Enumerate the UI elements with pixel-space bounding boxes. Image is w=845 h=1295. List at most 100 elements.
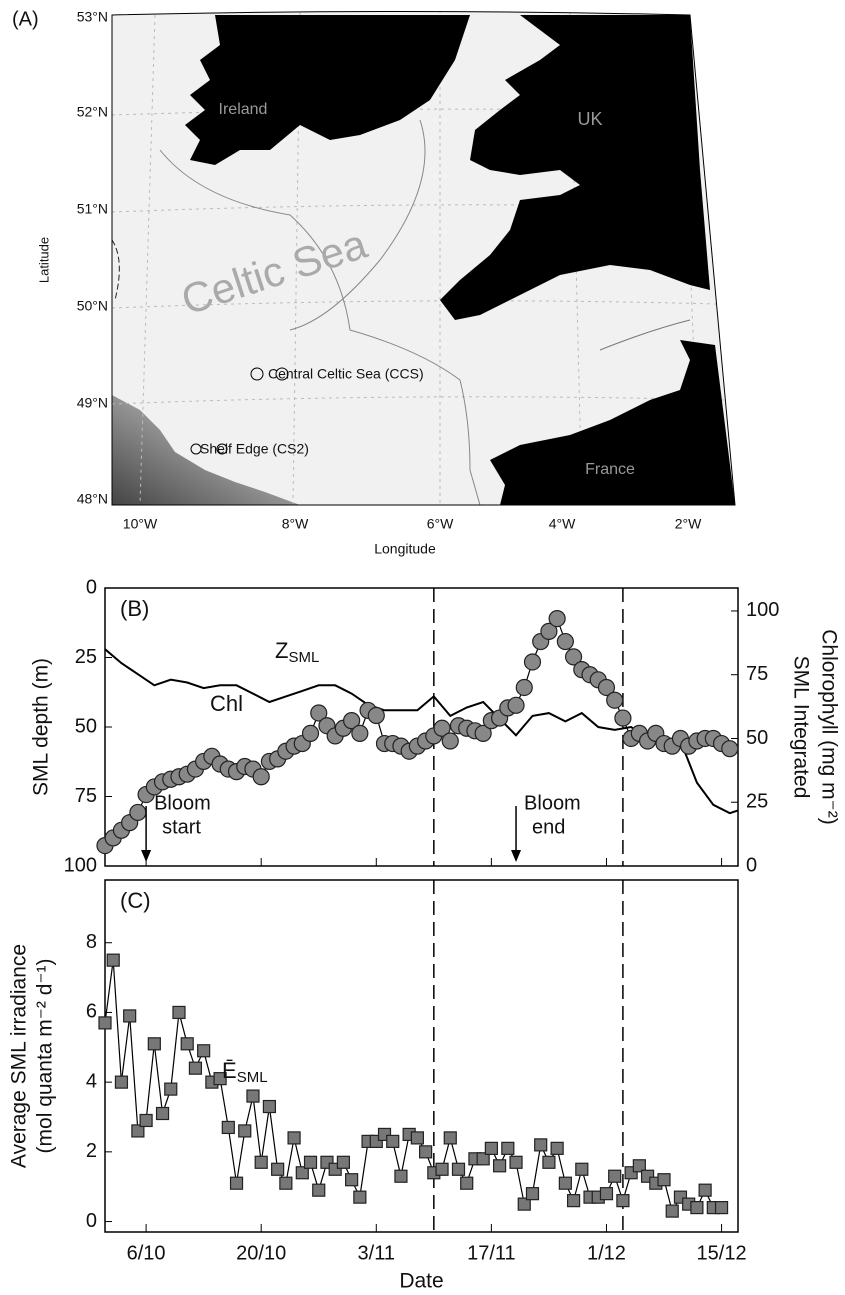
data-point xyxy=(599,1187,614,1201)
y-tick-label: 0 xyxy=(86,576,97,598)
series-name: Chl xyxy=(210,691,243,716)
data-point xyxy=(484,1141,498,1155)
data-point xyxy=(287,1131,301,1145)
data-point xyxy=(123,1009,137,1023)
y2-tick-label: 25 xyxy=(746,791,768,813)
data-point xyxy=(351,724,369,742)
data-point xyxy=(301,724,320,742)
data-point xyxy=(534,1138,548,1152)
data-point xyxy=(345,1173,359,1187)
y-tick-label: 0 xyxy=(86,1210,97,1232)
contour xyxy=(599,319,691,351)
data-point xyxy=(525,1187,540,1201)
annotation-arrowhead xyxy=(141,850,152,862)
data-point xyxy=(131,1124,145,1138)
data-point xyxy=(515,678,533,697)
panel-label: (B) xyxy=(120,596,149,621)
data-point xyxy=(523,653,542,671)
data-point xyxy=(443,1131,457,1145)
data-point xyxy=(657,1173,671,1187)
x-axis-title: Date xyxy=(399,1270,443,1293)
data-point xyxy=(386,1134,400,1148)
data-point xyxy=(271,1162,285,1176)
data-point xyxy=(279,1176,293,1190)
station xyxy=(275,367,289,381)
data-point xyxy=(608,1169,622,1183)
y-axis-title: (mol quanta m⁻² d⁻¹) xyxy=(34,959,57,1154)
annotation-arrowhead xyxy=(511,850,522,862)
y-tick-label: 75 xyxy=(75,785,97,807)
contour xyxy=(289,119,426,331)
series-subscript: SML xyxy=(237,1069,268,1086)
y2-axis-title: Chlorophyll (mg m⁻²) xyxy=(817,629,840,824)
data-point xyxy=(556,632,574,651)
data-point xyxy=(221,1120,235,1135)
data-point xyxy=(180,1037,194,1051)
data-point xyxy=(435,1162,449,1176)
place-label: France xyxy=(585,461,635,478)
data-point xyxy=(353,1190,367,1204)
data-point xyxy=(597,678,616,697)
data-point xyxy=(548,610,566,628)
data-point xyxy=(312,1183,326,1197)
data-point xyxy=(254,1155,268,1169)
data-point xyxy=(188,1061,203,1075)
annotation-text: Bloom xyxy=(524,792,581,814)
data-point xyxy=(336,1155,351,1169)
data-point xyxy=(550,1141,564,1155)
panel-label: (C) xyxy=(120,888,151,913)
data-point xyxy=(172,1005,186,1020)
data-point xyxy=(367,706,385,725)
data-point xyxy=(616,1194,630,1208)
data-point xyxy=(246,1089,260,1103)
y-tick-label: 6 xyxy=(86,1001,97,1023)
data-point xyxy=(690,1201,704,1215)
lat-label: 53°N xyxy=(77,9,108,25)
x-tick-label: 20/10 xyxy=(236,1242,286,1264)
land xyxy=(185,15,470,165)
station xyxy=(250,367,264,381)
data-point xyxy=(451,1162,466,1176)
data-point xyxy=(155,1106,170,1121)
lat-label: 50°N xyxy=(77,298,108,314)
data-point xyxy=(714,1201,729,1215)
x-tick-label: 6/10 xyxy=(127,1242,166,1264)
data-point xyxy=(540,622,558,640)
y-tick-label: 2 xyxy=(86,1140,97,1162)
data-point xyxy=(164,1082,178,1096)
data-point xyxy=(558,1176,572,1190)
y2-tick-label: 0 xyxy=(746,854,757,876)
annotation-text: Bloom xyxy=(154,792,211,814)
data-point xyxy=(476,1152,490,1166)
map: (A) 53°N 52°N 51°N 50°N 49°N 48°N 10°W 8… xyxy=(12,8,736,557)
data-point xyxy=(262,1099,277,1114)
series-label: ZSML xyxy=(275,638,319,666)
data-point xyxy=(575,1162,589,1176)
data-point xyxy=(295,1166,309,1180)
data-point xyxy=(213,1072,227,1086)
x-tick-label: 1/12 xyxy=(587,1242,626,1264)
x-tick-label: 3/11 xyxy=(358,1242,395,1264)
x-tick-label: 15/12 xyxy=(697,1242,747,1264)
data-point xyxy=(492,1159,507,1173)
station-label: Shelf Edge (CS2) xyxy=(200,441,309,457)
data-point xyxy=(419,1145,433,1159)
data-point xyxy=(229,1176,244,1190)
y-tick-label: 100 xyxy=(64,854,97,876)
bathymetry xyxy=(112,395,300,505)
map-ylabel: Latitude xyxy=(36,237,51,283)
y2-axis-title: SML Integrated xyxy=(789,656,812,799)
y-tick-label: 8 xyxy=(86,931,97,953)
data-point xyxy=(509,1155,523,1169)
station-label: Central Celtic Sea (CCS) xyxy=(268,366,424,382)
data-point xyxy=(252,768,270,786)
data-point xyxy=(721,740,739,758)
lat-label: 49°N xyxy=(77,395,108,411)
data-point xyxy=(698,1183,712,1197)
data-point xyxy=(507,696,525,714)
data-point xyxy=(310,704,328,722)
lon-label: 8°W xyxy=(282,516,309,532)
data-point xyxy=(566,1194,581,1208)
lon-label: 10°W xyxy=(123,516,158,532)
data-point xyxy=(606,691,624,709)
